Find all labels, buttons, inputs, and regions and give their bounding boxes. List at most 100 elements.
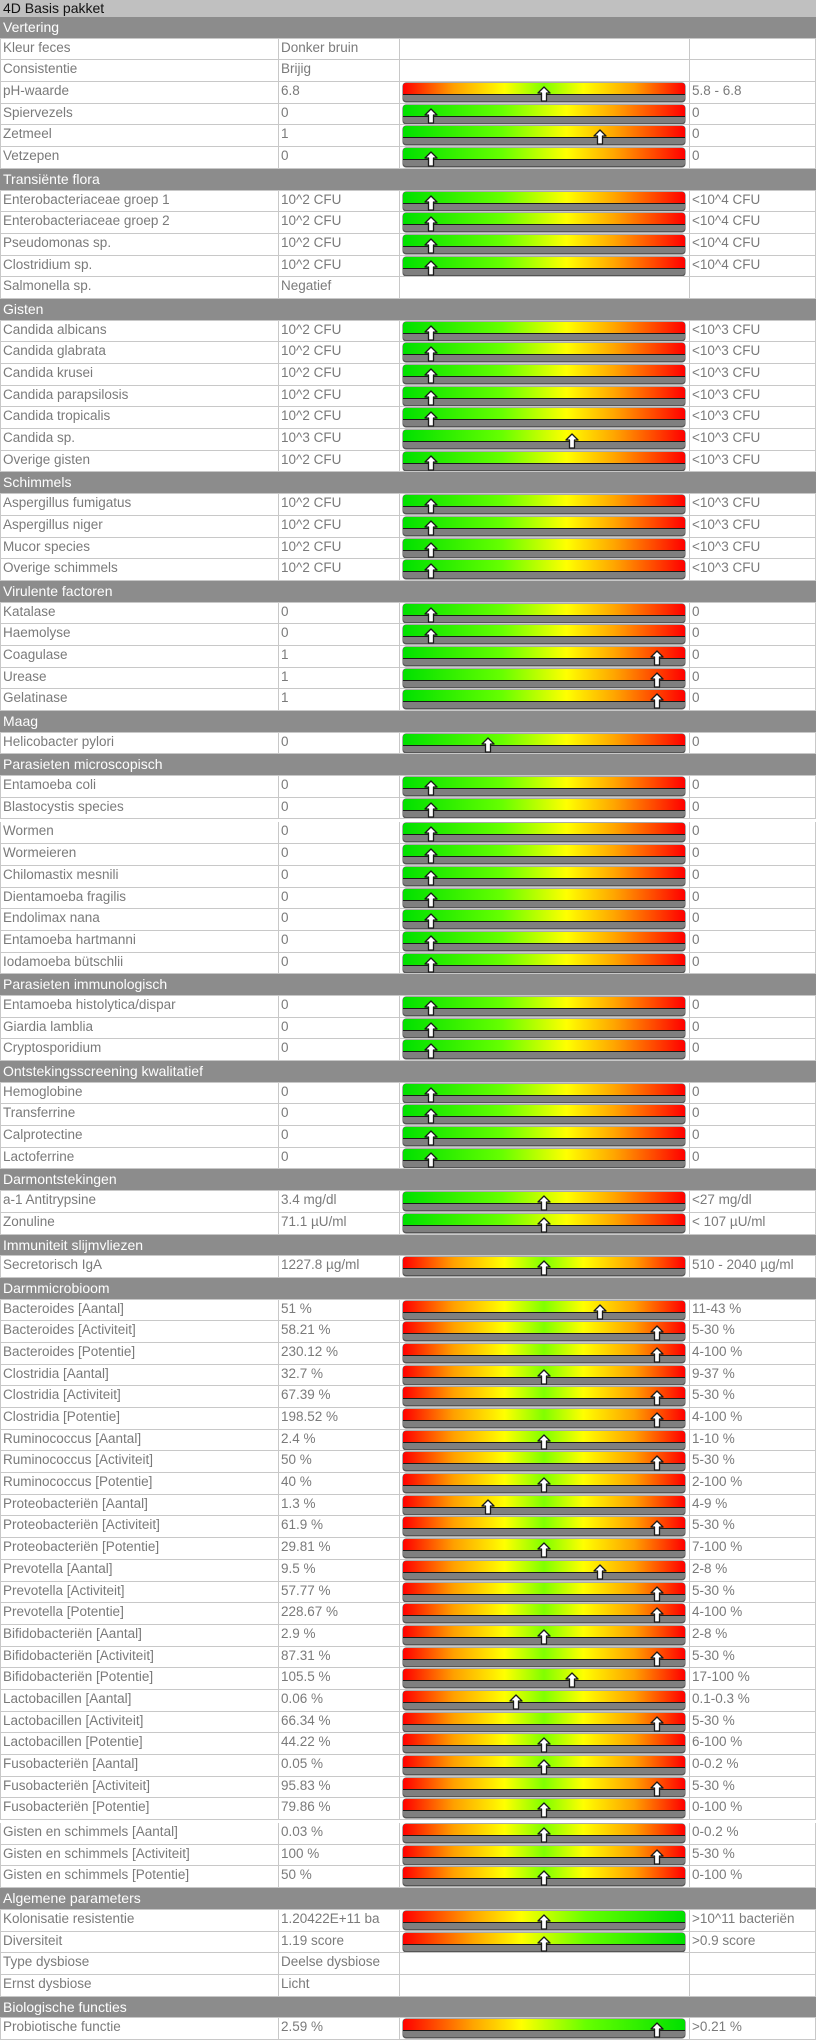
reference-range: 5-30 %	[692, 1777, 735, 1793]
result-indicator-cell	[400, 385, 690, 407]
arrow-up-icon	[650, 650, 664, 666]
result-row: Candida albicans 10^2 CFU <10^3 CFU	[0, 320, 816, 343]
range-gradient	[403, 1322, 685, 1335]
range-gradient	[403, 888, 685, 901]
range-gradient	[403, 625, 685, 638]
reference-range: 0	[692, 1105, 700, 1121]
arrow-up-icon	[424, 563, 438, 579]
result-value: 10^2 CFU	[279, 494, 400, 515]
result-indicator-cell	[400, 930, 690, 952]
reference-range	[690, 60, 815, 81]
result-indicator-cell	[400, 1429, 690, 1451]
result-label: Katalase	[1, 602, 279, 624]
arrow-up-icon	[424, 891, 438, 908]
range-gradient	[403, 931, 685, 944]
range-indicator-bar	[403, 603, 685, 623]
range-gradient	[403, 1040, 685, 1053]
result-row: Enterobacteriaceae groep 1 10^2 CFU <10^4 …	[0, 190, 816, 213]
range-gradient	[403, 256, 685, 269]
result-row: Overige schimmels 10^2 CFU <10^3 CFU	[0, 559, 816, 581]
range-gradient	[403, 430, 685, 443]
range-gradient	[403, 953, 685, 966]
result-value: Brijig	[279, 60, 400, 82]
result-value: 0.03 %	[279, 1823, 400, 1844]
reference-range: 4-100 %	[692, 1409, 743, 1424]
section-header: Immuniteit slijmvliezen	[0, 1234, 816, 1257]
result-label: Urease	[1, 667, 279, 689]
arrow-up-icon	[650, 1650, 664, 1667]
range-gradient	[403, 1845, 685, 1858]
result-row: Probiotische functie 2.59 % >0.21 %	[0, 2018, 816, 2040]
result-value: 6.8	[279, 82, 400, 103]
result-value: 0	[279, 1039, 400, 1060]
range-indicator-bar	[403, 126, 685, 146]
result-row: Urease 1 0	[0, 667, 816, 690]
arrow-up-icon	[537, 1260, 551, 1276]
arrow-up-icon	[537, 1827, 551, 1843]
result-indicator-cell	[400, 38, 690, 60]
result-row: Fusobacteriën [Activiteit] 95.83 % 5-30 %	[0, 1776, 816, 1799]
result-value: 87.31 %	[279, 1646, 400, 1668]
result-row: Bifidobacteriën [Aantal] 2.9 % 2-8 %	[0, 1624, 816, 1647]
range-gradient	[403, 408, 685, 421]
result-indicator-cell	[400, 60, 690, 82]
result-label: Clostridia [Potentie]	[1, 1408, 279, 1429]
result-row: Lactobacillen [Activiteit] 66.34 % 5-30 %	[0, 1711, 816, 1734]
result-value: 1227.8 µg/ml	[279, 1256, 400, 1277]
result-label: Diversiteit	[1, 1931, 279, 1953]
reference-range: 5-30 %	[692, 1322, 735, 1338]
result-indicator-cell	[400, 1668, 690, 1689]
result-value: 10^2 CFU	[279, 537, 400, 559]
result-label: Wormeieren	[1, 844, 279, 865]
section-header: Parasieten microscopisch	[0, 754, 816, 777]
reference-range: 0.1-0.3 %	[692, 1690, 750, 1706]
result-value: 0	[279, 602, 400, 624]
range-indicator-bar	[403, 1669, 685, 1689]
result-value: Negatief	[279, 277, 400, 298]
arrow-up-icon	[424, 1021, 438, 1038]
result-indicator-cell	[400, 952, 690, 974]
result-row: Type dysbiose Deelse dysbiose	[0, 1953, 816, 1975]
arrow-up-icon	[537, 1802, 551, 1819]
result-value: 40 %	[279, 1473, 400, 1494]
result-value: Licht	[279, 1974, 400, 1996]
arrow-up-icon	[537, 1477, 551, 1493]
range-indicator-bar	[403, 1647, 685, 1667]
arrow-up-icon	[650, 1849, 664, 1865]
result-indicator-cell	[400, 82, 690, 103]
range-gradient	[403, 1127, 685, 1140]
result-indicator-cell	[400, 1776, 690, 1798]
arrow-up-icon	[424, 324, 438, 341]
result-indicator-cell	[400, 995, 690, 1017]
reference-range: 5-30 %	[692, 1582, 735, 1598]
result-value: 10^2 CFU	[279, 407, 400, 429]
result-label: a-1 Antitrypsine	[1, 1191, 279, 1212]
range-indicator-bar	[403, 1322, 685, 1342]
reference-range: 0	[692, 625, 700, 641]
result-label: Entamoeba histolytica/dispar	[1, 995, 279, 1017]
range-gradient	[403, 1669, 685, 1682]
arrow-up-icon	[509, 1694, 523, 1710]
result-value: 0	[279, 1147, 400, 1169]
reference-range: 1-10 %	[692, 1430, 735, 1446]
result-row: Salmonella sp. Negatief	[0, 277, 816, 299]
result-value: 10^2 CFU	[279, 385, 400, 407]
result-value: 95.83 %	[279, 1776, 400, 1798]
result-row: Prevotella [Activiteit] 57.77 % 5-30 %	[0, 1581, 816, 1604]
result-value: 0	[279, 822, 400, 844]
result-value: 0	[279, 952, 400, 974]
range-indicator-bar	[403, 321, 685, 341]
range-indicator-bar	[403, 148, 685, 168]
result-row: Clostridia [Potentie] 198.52 % 4-100 %	[0, 1408, 816, 1430]
range-gradient	[403, 733, 685, 746]
range-indicator-bar	[403, 256, 685, 276]
reference-range: 0-0.2 %	[692, 1824, 739, 1840]
result-label: Fusobacteriën [Activiteit]	[1, 1776, 279, 1798]
reference-range: <10^4 CFU	[692, 191, 761, 207]
result-label: Fusobacteriën [Aantal]	[1, 1755, 279, 1776]
range-indicator-bar	[403, 733, 685, 753]
range-gradient	[403, 451, 685, 464]
result-value: 1.19 score	[279, 1931, 400, 1953]
result-indicator-cell	[400, 450, 690, 472]
result-value: 2.4 %	[279, 1429, 400, 1451]
